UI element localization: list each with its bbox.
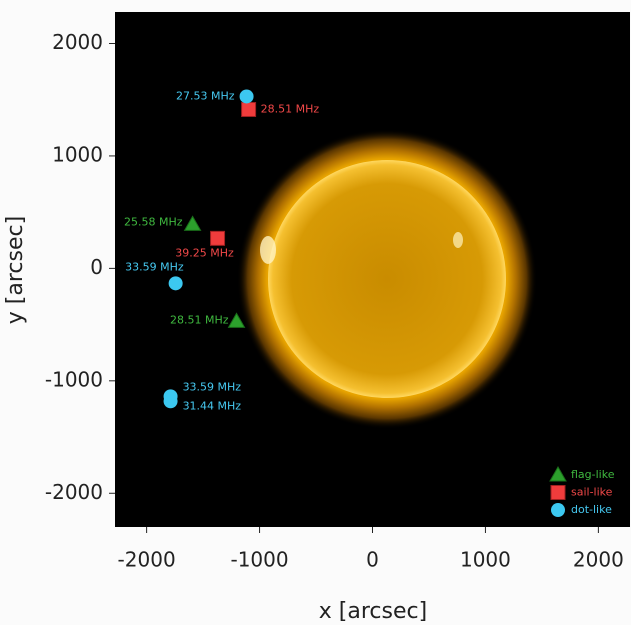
data-point (164, 394, 178, 408)
point-label: 27.53 MHz (176, 89, 235, 102)
legend-label: dot-like (571, 503, 612, 516)
point-label: 31.44 MHz (183, 399, 242, 412)
point-label: 25.58 MHz (124, 215, 183, 228)
y-tick-label: 2000 (52, 30, 103, 54)
chart: x [arcsec] y [arcsec] -2000 -1000 0 1000 200… (0, 0, 631, 625)
legend-marker (551, 486, 565, 500)
point-label: 39.25 MHz (175, 246, 234, 259)
x-tick-label: 1000 (460, 548, 511, 572)
x-tick-label: 0 (366, 548, 379, 572)
data-point (169, 276, 183, 290)
legend-label: flag-like (571, 468, 615, 481)
point-label: 33.59 MHz (125, 260, 184, 273)
data-point (242, 102, 256, 116)
point-label: 33.59 MHz (183, 380, 242, 393)
x-tick-label: -2000 (118, 548, 176, 572)
sun-image (237, 129, 537, 429)
legend-label: sail-like (571, 486, 613, 499)
point-label: 28.51 MHz (170, 313, 229, 326)
point-label: 28.51 MHz (261, 102, 320, 115)
data-point (240, 89, 254, 103)
y-tick-label: 0 (90, 255, 103, 279)
data-point (211, 231, 225, 245)
y-tick-label: -2000 (45, 480, 103, 504)
x-tick-label: -1000 (230, 548, 288, 572)
x-axis-label: x [arcsec] (319, 599, 427, 624)
y-axis-label: y [arcsec] (3, 216, 28, 324)
legend-marker (551, 503, 565, 517)
x-tick-label: 2000 (573, 548, 624, 572)
y-tick-label: 1000 (52, 142, 103, 166)
y-tick-label: -1000 (45, 367, 103, 391)
